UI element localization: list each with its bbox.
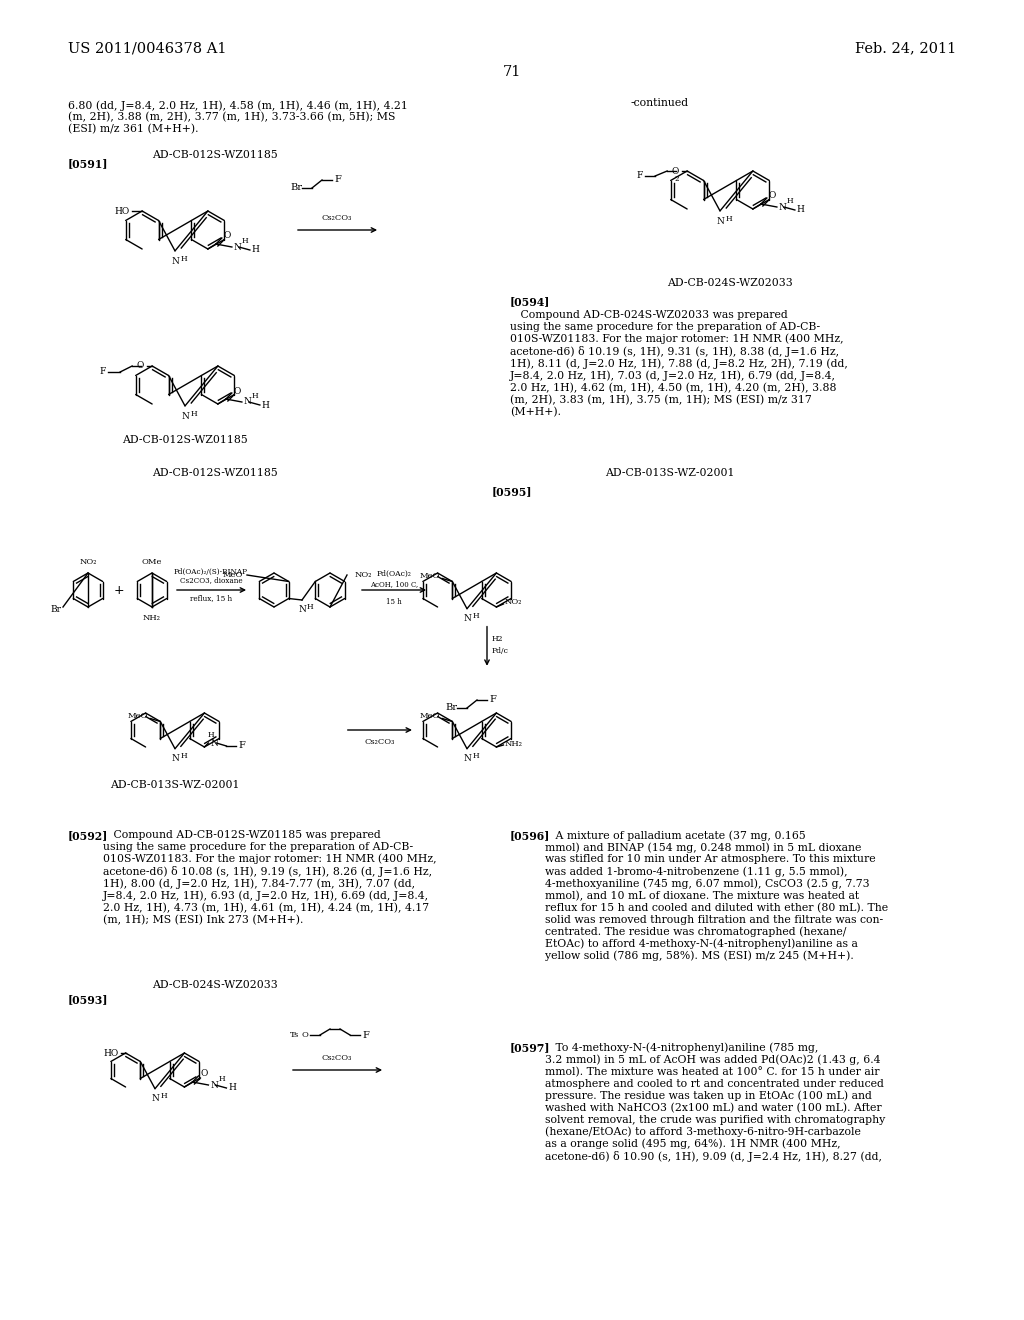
- Text: US 2011/0046378 A1: US 2011/0046378 A1: [68, 41, 226, 55]
- Text: H: H: [161, 1092, 167, 1100]
- Text: H: H: [306, 603, 313, 611]
- Text: Cs₂CO₃: Cs₂CO₃: [322, 1053, 352, 1063]
- Text: NO₂: NO₂: [505, 598, 522, 606]
- Text: N: N: [233, 243, 242, 252]
- Text: F: F: [334, 176, 341, 185]
- Text: H: H: [242, 238, 249, 246]
- Text: [0596]: [0596]: [510, 830, 550, 841]
- Text: H: H: [797, 206, 805, 214]
- Text: Feb. 24, 2011: Feb. 24, 2011: [855, 41, 956, 55]
- Text: NO₂: NO₂: [79, 558, 96, 566]
- Text: H: H: [228, 1084, 237, 1093]
- Text: A mixture of palladium acetate (37 mg, 0.165
mmol) and BINAP (154 mg, 0.248 mmol: A mixture of palladium acetate (37 mg, 0…: [545, 830, 888, 961]
- Text: H: H: [252, 246, 260, 255]
- Text: [0591]: [0591]: [68, 158, 109, 169]
- Text: HO: HO: [115, 206, 130, 215]
- Text: Pd(OAc)₂/(S)-BINAP: Pd(OAc)₂/(S)-BINAP: [174, 568, 248, 576]
- Text: H: H: [786, 197, 794, 205]
- Text: F: F: [362, 1031, 369, 1040]
- Text: Cs₂CO₃: Cs₂CO₃: [322, 214, 352, 222]
- Text: -continued: -continued: [631, 98, 689, 108]
- Text: H2: H2: [492, 635, 504, 643]
- Text: F: F: [637, 172, 643, 181]
- Text: N: N: [779, 202, 786, 211]
- Text: HO: HO: [103, 1048, 119, 1057]
- Text: AD-CB-012S-WZ01185: AD-CB-012S-WZ01185: [153, 150, 278, 160]
- Text: Cs₂CO₃: Cs₂CO₃: [365, 738, 395, 746]
- Text: AD-CB-024S-WZ02033: AD-CB-024S-WZ02033: [667, 279, 793, 288]
- Text: N: N: [244, 397, 252, 407]
- Text: AcOH, 100 C,: AcOH, 100 C,: [370, 579, 418, 587]
- Text: [0592]: [0592]: [68, 830, 109, 841]
- Text: Br: Br: [445, 704, 457, 713]
- Text: N: N: [181, 412, 189, 421]
- Text: OMe: OMe: [141, 558, 162, 566]
- Text: H: H: [180, 255, 187, 263]
- Text: H: H: [473, 751, 479, 760]
- Text: reflux, 15 h: reflux, 15 h: [189, 594, 232, 602]
- Text: MeO: MeO: [420, 713, 440, 721]
- Text: H: H: [190, 411, 198, 418]
- Text: 15 h: 15 h: [386, 598, 401, 606]
- Text: N: N: [152, 1094, 159, 1102]
- Text: O: O: [224, 231, 231, 240]
- Text: H: H: [180, 751, 187, 760]
- Text: MeO: MeO: [420, 573, 440, 581]
- Text: [0597]: [0597]: [510, 1041, 551, 1053]
- Text: N: N: [298, 605, 306, 614]
- Text: AD-CB-013S-WZ-02001: AD-CB-013S-WZ-02001: [605, 469, 735, 478]
- Text: H: H: [726, 215, 732, 223]
- Text: [0595]: [0595]: [492, 486, 532, 498]
- Text: MeO: MeO: [128, 713, 148, 721]
- Text: N: N: [171, 257, 179, 265]
- Text: H: H: [252, 392, 258, 400]
- Text: Ts: Ts: [290, 1031, 299, 1039]
- Text: N: N: [463, 754, 471, 763]
- Text: O: O: [201, 1069, 208, 1078]
- Text: [0593]: [0593]: [68, 994, 109, 1005]
- Text: To 4-methoxy-N-(4-nitrophenyl)aniline (785 mg,
3.2 mmol) in 5 mL of AcOH was add: To 4-methoxy-N-(4-nitrophenyl)aniline (7…: [545, 1041, 886, 1162]
- Text: N: N: [171, 754, 179, 763]
- Text: AD-CB-013S-WZ-02001: AD-CB-013S-WZ-02001: [111, 780, 240, 789]
- Text: N: N: [716, 216, 724, 226]
- Text: NH₂: NH₂: [143, 614, 161, 622]
- Text: F: F: [99, 367, 106, 376]
- Text: AD-CB-012S-WZ01185: AD-CB-012S-WZ01185: [122, 436, 248, 445]
- Text: +: +: [114, 583, 124, 597]
- Text: MeO: MeO: [222, 572, 243, 579]
- Text: Br: Br: [50, 605, 61, 614]
- Text: H: H: [473, 611, 479, 619]
- Text: F: F: [489, 696, 496, 705]
- Text: N: N: [210, 739, 218, 748]
- Text: F: F: [239, 742, 246, 751]
- Text: NH₂: NH₂: [505, 741, 522, 748]
- Text: H: H: [207, 731, 214, 739]
- Text: H: H: [218, 1074, 225, 1082]
- Text: Pd(OAc)₂: Pd(OAc)₂: [377, 570, 412, 578]
- Text: 6.80 (dd, J=8.4, 2.0 Hz, 1H), 4.58 (m, 1H), 4.46 (m, 1H), 4.21
(m, 2H), 3.88 (m,: 6.80 (dd, J=8.4, 2.0 Hz, 1H), 4.58 (m, 1…: [68, 100, 408, 135]
- Text: N: N: [210, 1081, 218, 1089]
- Text: [0594]: [0594]: [510, 296, 550, 308]
- Text: H: H: [262, 400, 269, 409]
- Text: O: O: [233, 387, 242, 396]
- Text: 2: 2: [675, 176, 679, 183]
- Text: O: O: [302, 1031, 309, 1039]
- Text: O: O: [672, 166, 679, 176]
- Text: AD-CB-012S-WZ01185: AD-CB-012S-WZ01185: [153, 469, 278, 478]
- Text: NO₂: NO₂: [355, 572, 373, 579]
- Text: O: O: [769, 191, 776, 201]
- Text: O: O: [137, 362, 144, 371]
- Text: Pd/c: Pd/c: [492, 647, 509, 655]
- Text: Cs2CO3, dioxane: Cs2CO3, dioxane: [179, 576, 243, 583]
- Text: AD-CB-024S-WZ02033: AD-CB-024S-WZ02033: [153, 979, 278, 990]
- Text: 71: 71: [503, 65, 521, 79]
- Text: Compound AD-CB-012S-WZ01185 was prepared
using the same procedure for the prepar: Compound AD-CB-012S-WZ01185 was prepared…: [103, 830, 436, 925]
- Text: N: N: [463, 614, 471, 623]
- Text: Compound AD-CB-024S-WZ02033 was prepared
using the same procedure for the prepar: Compound AD-CB-024S-WZ02033 was prepared…: [510, 310, 848, 417]
- Text: Br: Br: [290, 183, 302, 193]
